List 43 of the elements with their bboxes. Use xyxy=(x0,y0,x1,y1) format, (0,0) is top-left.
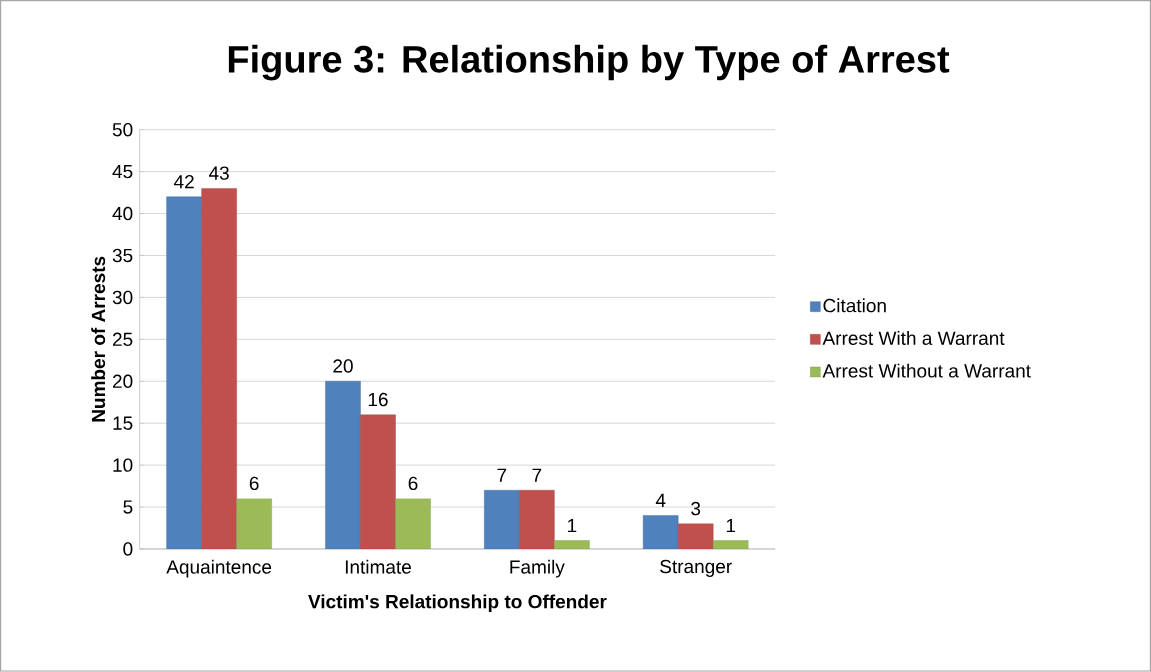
data-label: 3 xyxy=(691,501,701,516)
legend-label: Citation xyxy=(823,298,886,313)
y-tick-label: 50 xyxy=(112,123,133,137)
data-label: 4 xyxy=(655,493,666,508)
bar xyxy=(236,498,272,550)
chart-title: Figure 3: Relationship by Type of Arrest xyxy=(228,44,950,81)
bar xyxy=(166,196,202,550)
x-axis-title: Victim's Relationship to Offender xyxy=(308,594,607,613)
bar xyxy=(360,414,396,550)
x-tick-label: Family xyxy=(510,559,565,578)
data-label: 20 xyxy=(333,359,353,373)
bar xyxy=(642,515,679,550)
y-tick-label: 10 xyxy=(113,458,133,473)
x-tick-label: Intimate xyxy=(345,559,411,574)
data-label: 7 xyxy=(532,468,542,482)
y-tick-label: 20 xyxy=(112,374,133,389)
legend-label: Arrest With a Warrant xyxy=(822,331,1005,346)
y-tick-label: 40 xyxy=(112,206,133,221)
data-label: 6 xyxy=(408,476,418,491)
y-tick-label: 15 xyxy=(113,416,133,430)
bar xyxy=(395,498,431,550)
y-tick-label: 0 xyxy=(123,542,133,556)
data-label: 7 xyxy=(497,468,507,482)
y-tick-label: 5 xyxy=(123,500,133,514)
bar xyxy=(519,490,555,550)
y-tick-label: 35 xyxy=(112,248,133,263)
bar xyxy=(325,381,361,550)
bar xyxy=(678,523,714,550)
data-label: 1 xyxy=(726,519,736,533)
y-tick-label: 45 xyxy=(112,165,133,179)
data-label: 1 xyxy=(568,519,577,533)
data-label: 42 xyxy=(173,175,194,189)
bar xyxy=(484,490,520,550)
y-axis-title: Number of Arrests xyxy=(91,256,106,422)
bar xyxy=(201,188,237,550)
y-tick-label: 30 xyxy=(112,290,133,305)
legend-label: Arrest Without a Warrant xyxy=(822,363,1031,378)
x-tick-label: Aquaintence xyxy=(166,559,272,578)
y-tick-label: 25 xyxy=(112,332,133,347)
data-label: 43 xyxy=(209,166,229,181)
data-label: 16 xyxy=(368,392,388,407)
data-label: 6 xyxy=(249,476,259,491)
x-tick-label: Stranger xyxy=(660,559,732,578)
